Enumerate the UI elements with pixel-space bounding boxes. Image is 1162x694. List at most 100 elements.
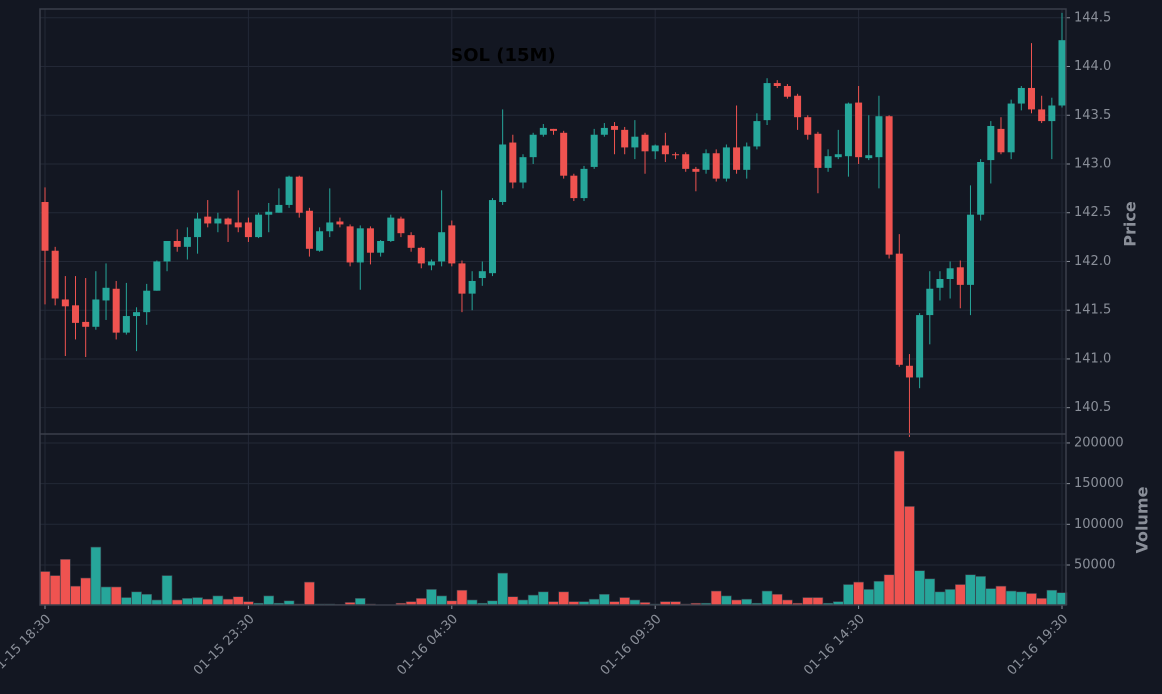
candle-body bbox=[763, 83, 771, 121]
volume-bar bbox=[466, 599, 478, 606]
candle-body bbox=[194, 218, 202, 238]
candle-body bbox=[550, 128, 557, 131]
candle-body bbox=[61, 299, 69, 307]
candle-body bbox=[275, 204, 283, 213]
volume-bar bbox=[782, 599, 793, 606]
volume-bar bbox=[436, 595, 447, 606]
candle-body bbox=[1048, 105, 1056, 122]
volume-bar bbox=[1036, 598, 1047, 606]
volume-bar bbox=[151, 599, 163, 606]
volume-bar bbox=[70, 585, 81, 606]
candle-body bbox=[916, 315, 924, 378]
candle-body bbox=[102, 287, 110, 301]
volume-bar bbox=[456, 589, 468, 606]
volume-bar bbox=[944, 589, 956, 606]
volume-tick-label: 100000 bbox=[1074, 517, 1124, 532]
candle-body bbox=[1038, 109, 1046, 122]
candle-body bbox=[895, 253, 903, 365]
candle-body bbox=[1017, 87, 1025, 104]
candle-body bbox=[346, 226, 354, 263]
volume-bar bbox=[90, 546, 102, 606]
volume-bar bbox=[354, 598, 366, 606]
volume-bar bbox=[812, 597, 824, 606]
volume-bar bbox=[934, 591, 946, 606]
volume-bar bbox=[80, 577, 91, 606]
candle-body bbox=[122, 316, 130, 333]
volume-axis-label: Volume bbox=[1133, 486, 1152, 553]
candle-body bbox=[661, 145, 669, 155]
candle-body bbox=[946, 268, 954, 280]
volume-bar bbox=[182, 598, 193, 606]
volume-bar bbox=[232, 596, 244, 606]
volume-bar bbox=[731, 599, 742, 606]
candle-body bbox=[641, 134, 649, 152]
candle-body bbox=[936, 279, 944, 288]
candle-body bbox=[92, 299, 100, 327]
y-tick-label: 142.0 bbox=[1074, 254, 1111, 269]
volume-bar bbox=[965, 574, 976, 606]
y-tick-label: 140.5 bbox=[1074, 400, 1111, 415]
candle-body bbox=[1058, 40, 1066, 106]
y-tick-label: 143.0 bbox=[1074, 156, 1111, 171]
y-tick-label: 143.5 bbox=[1074, 108, 1111, 123]
candle-body bbox=[72, 305, 80, 323]
volume-bar bbox=[914, 570, 925, 606]
volume-bar bbox=[497, 572, 508, 606]
candle-body bbox=[733, 147, 741, 170]
volume-bar bbox=[222, 598, 234, 606]
candle-body bbox=[204, 216, 212, 224]
volume-bar bbox=[507, 596, 519, 606]
volume-bar bbox=[426, 589, 437, 606]
volume-bar bbox=[954, 584, 966, 606]
volume-bar bbox=[843, 584, 854, 606]
candle-body bbox=[316, 231, 324, 251]
candle-body bbox=[529, 134, 537, 158]
candle-body bbox=[855, 102, 863, 158]
volume-bar bbox=[975, 576, 986, 606]
candle-body bbox=[183, 237, 191, 247]
candle-body bbox=[458, 263, 466, 294]
volume-bar bbox=[212, 595, 224, 606]
candle-body bbox=[519, 157, 527, 183]
candle-body bbox=[41, 202, 49, 251]
volume-bar bbox=[415, 598, 427, 606]
candle-body bbox=[387, 217, 395, 241]
volume-bar bbox=[110, 586, 122, 606]
volume-bar bbox=[263, 595, 275, 606]
candle-body bbox=[560, 132, 568, 176]
volume-bar bbox=[1046, 589, 1058, 606]
candle-body bbox=[905, 365, 913, 378]
candle-body bbox=[824, 156, 832, 168]
candle-body bbox=[814, 133, 822, 168]
volume-bar bbox=[599, 593, 610, 606]
candle-body bbox=[417, 247, 425, 264]
candle-body bbox=[356, 228, 364, 263]
volume-bar bbox=[721, 595, 732, 606]
candle-body bbox=[631, 136, 639, 148]
volume-bar bbox=[141, 593, 152, 606]
volume-tick-label: 50000 bbox=[1074, 557, 1115, 572]
candle-body bbox=[285, 176, 293, 205]
candle-body bbox=[438, 232, 446, 262]
candle-body bbox=[265, 211, 273, 215]
volume-bar bbox=[802, 597, 814, 606]
y-tick-label: 142.5 bbox=[1074, 205, 1111, 220]
plot-frame bbox=[39, 8, 1067, 606]
candle-body bbox=[1027, 87, 1035, 110]
volume-bar bbox=[761, 590, 773, 606]
candle-body bbox=[844, 103, 852, 157]
candle-body bbox=[977, 162, 985, 215]
volume-bar bbox=[863, 589, 875, 606]
volume-bar bbox=[538, 591, 549, 606]
candle-body bbox=[509, 142, 517, 183]
volume-bar bbox=[121, 597, 132, 606]
volume-bar bbox=[39, 571, 51, 606]
candle-body bbox=[956, 267, 964, 285]
volume-tick-label: 150000 bbox=[1074, 476, 1124, 491]
chart-title: SOL (15M) bbox=[450, 45, 555, 66]
volume-bar bbox=[741, 598, 753, 606]
candle-body bbox=[112, 288, 120, 333]
volume-bar bbox=[873, 580, 885, 606]
volume-bar bbox=[1016, 591, 1027, 606]
